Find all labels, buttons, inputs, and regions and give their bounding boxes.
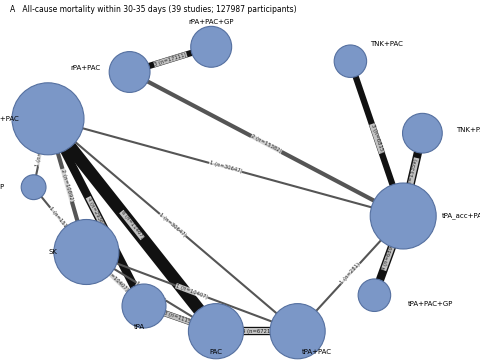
Ellipse shape (54, 220, 119, 284)
Ellipse shape (122, 284, 166, 328)
Text: 2 (n=10407): 2 (n=10407) (101, 266, 129, 292)
Text: 1 (n=10375): 1 (n=10375) (135, 281, 167, 302)
Ellipse shape (270, 303, 325, 359)
Text: A   All-cause mortality within 30-35 days (39 studies; 127987 participants): A All-cause mortality within 30-35 days … (10, 5, 296, 14)
Text: 1 (n=281): 1 (n=281) (339, 262, 361, 285)
Ellipse shape (191, 26, 232, 67)
Text: SK: SK (49, 249, 58, 255)
Ellipse shape (358, 279, 391, 311)
Text: tPA_acc+PAC: tPA_acc+PAC (442, 213, 480, 219)
Text: tPA: tPA (133, 324, 145, 330)
Text: PAC: PAC (209, 349, 223, 355)
Text: 2 (n=15382): 2 (n=15382) (250, 134, 283, 154)
Text: 6 (n=11467): 6 (n=11467) (120, 210, 144, 240)
Text: 1 (n=30647): 1 (n=30647) (158, 212, 187, 238)
Ellipse shape (189, 303, 243, 359)
Text: 4 (n=6721): 4 (n=6721) (241, 329, 272, 334)
Text: TNK+PAC+GP: TNK+PAC+GP (456, 127, 480, 132)
Text: 3 (n=17111): 3 (n=17111) (154, 52, 187, 67)
Ellipse shape (334, 45, 367, 77)
Text: 4 (n=6894): 4 (n=6894) (381, 240, 396, 271)
Text: 3 (n=6815): 3 (n=6815) (370, 123, 384, 154)
Ellipse shape (370, 183, 436, 249)
Text: rPA+PAC+GP: rPA+PAC+GP (189, 19, 234, 25)
Text: TNK+PAC: TNK+PAC (370, 41, 402, 47)
Text: rPA+PAC: rPA+PAC (71, 66, 101, 71)
Ellipse shape (403, 113, 442, 153)
Text: 4 (n=15359): 4 (n=15359) (407, 158, 419, 192)
Text: 4 (n=29365): 4 (n=29365) (86, 196, 106, 229)
Text: 1 (n=1517): 1 (n=1517) (48, 206, 72, 233)
Text: 3 (n=11150): 3 (n=11150) (163, 311, 197, 327)
Text: tPA+PAC: tPA+PAC (302, 349, 332, 355)
Text: 2 (n=10892): 2 (n=10892) (60, 168, 74, 202)
Text: SK+PAC: SK+PAC (0, 116, 19, 122)
Ellipse shape (109, 51, 150, 93)
Text: tPA+PAC+GP: tPA+PAC+GP (408, 301, 454, 307)
Text: 1 (n=308): 1 (n=308) (36, 139, 46, 167)
Ellipse shape (21, 175, 46, 199)
Text: SK+GP: SK+GP (0, 184, 5, 190)
Ellipse shape (12, 83, 84, 155)
Text: 1 (n=10407): 1 (n=10407) (175, 283, 209, 300)
Text: 1 (n=30647): 1 (n=30647) (209, 161, 242, 174)
